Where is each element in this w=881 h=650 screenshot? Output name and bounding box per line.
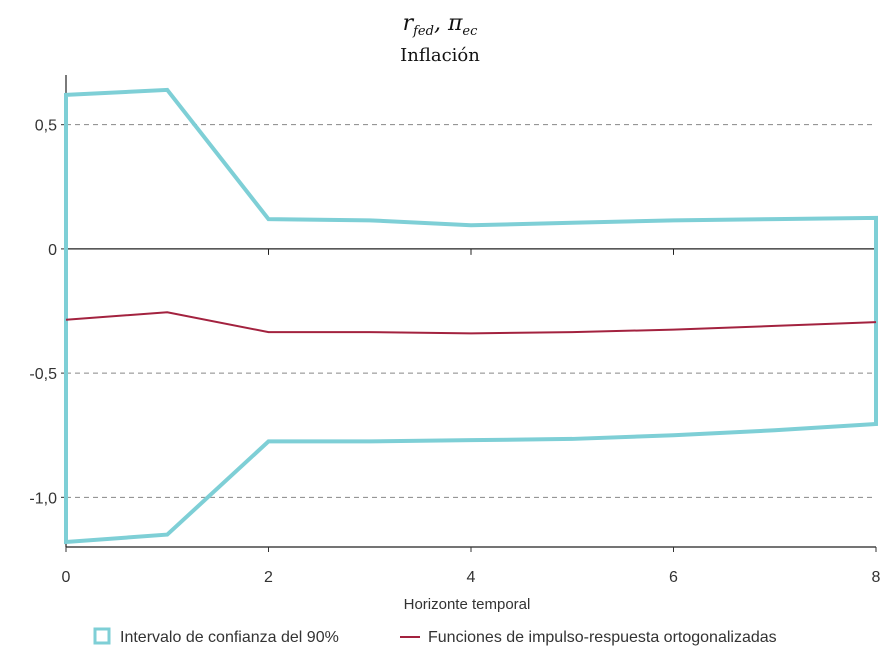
- title-pi-subscript: ec: [462, 24, 478, 39]
- impulse-response-line: [65, 311, 877, 335]
- x-tick-label-4: 8: [872, 569, 881, 586]
- legend-label-band: Intervalo de confianza del 90%: [120, 629, 339, 646]
- x-tick-label-3: 6: [669, 569, 678, 586]
- y-tick-labels: 0,5 0 -0,5 -1,0: [29, 118, 57, 508]
- x-tick-label-1: 2: [264, 569, 273, 586]
- x-tick-label-2: 4: [467, 569, 476, 586]
- y-tick-label-3: -1,0: [29, 490, 57, 507]
- chart-title: rfed, πec Inflación: [400, 11, 480, 66]
- x-tick-labels: 0 2 4 6 8: [62, 569, 881, 586]
- y-tick-label-1: 0: [48, 242, 57, 259]
- title-pi: π: [447, 11, 463, 36]
- legend-swatch-band: [93, 627, 111, 645]
- chart-subtitle: Inflación: [400, 45, 480, 66]
- y-tick-label-2: -0,5: [29, 366, 57, 383]
- x-axis-label: Horizonte temporal: [404, 596, 531, 613]
- legend-label-line: Funciones de impulso-respuesta ortogonal…: [428, 629, 777, 646]
- y-tick-label-0: 0,5: [35, 118, 57, 135]
- title-separator: ,: [434, 11, 448, 36]
- title-r: r: [403, 11, 415, 36]
- confidence-band-outline: [64, 87, 878, 545]
- legend: Intervalo de confianza del 90% Funciones…: [93, 627, 777, 646]
- title-text: rfed, πec: [403, 11, 479, 39]
- title-r-subscript: fed: [412, 24, 434, 39]
- axes: [61, 75, 877, 552]
- plot-area: [64, 87, 878, 545]
- grid-lines: [66, 124, 876, 498]
- x-tick-label-0: 0: [62, 569, 71, 586]
